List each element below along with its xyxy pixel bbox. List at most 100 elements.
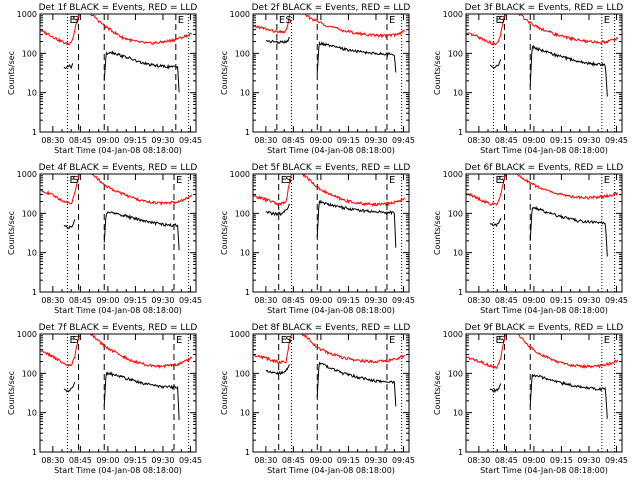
y-tick-label: 1	[32, 288, 37, 297]
marker-label-e-4: E	[604, 15, 610, 26]
plot-area	[40, 334, 193, 452]
x-tick-label: 09:00	[522, 456, 545, 465]
marker-label-s-2: S	[286, 15, 292, 26]
y-tick-label: 1000	[17, 330, 37, 339]
x-tick-label: 09:45	[392, 136, 415, 145]
y-axis-label: Counts/sec	[7, 51, 16, 95]
plot-area	[253, 174, 406, 292]
series-lld-line	[40, 334, 193, 370]
x-axis-label: Start Time (04-Jan-08 08:18:00)	[480, 146, 608, 155]
marker-label-e-4: E	[604, 335, 610, 346]
marker-label-e-1: E	[496, 335, 502, 346]
marker-label-s-2: S	[286, 175, 292, 186]
marker-label-s-2: S	[73, 335, 79, 346]
y-axis-label: Counts/sec	[220, 371, 229, 415]
plot-frame	[39, 333, 197, 453]
x-tick-label: 08:45	[282, 456, 305, 465]
y-tick-label: 1	[32, 128, 37, 137]
x-tick-label: 08:30	[467, 456, 490, 465]
y-tick-label: 1	[458, 128, 463, 137]
chart-title: Det 8f BLACK = Events, RED = LLD	[252, 323, 411, 333]
y-tick-label: 1000	[230, 330, 250, 339]
y-axis-label: Counts/sec	[7, 371, 16, 415]
series-lld-line	[253, 174, 406, 208]
marker-label-s-2: S	[499, 15, 505, 26]
plot-area	[253, 14, 406, 132]
x-tick-label: 09:45	[179, 136, 202, 145]
plot-area	[466, 174, 619, 292]
x-tick-label: 09:45	[392, 456, 415, 465]
y-tick-label: 10	[453, 409, 463, 418]
y-tick-label: 1000	[443, 330, 463, 339]
marker-label-e-1: E	[279, 15, 285, 26]
series-lld-line	[466, 14, 619, 46]
y-tick-label: 1000	[230, 10, 250, 19]
series-events-line-1	[63, 63, 74, 70]
y-tick-label: 100	[235, 369, 250, 378]
x-tick-label: 09:00	[522, 136, 545, 145]
plot-frame	[252, 333, 410, 453]
y-tick-label: 10	[240, 89, 250, 98]
x-tick-label: 08:30	[467, 136, 490, 145]
marker-label-e-4: E	[178, 15, 184, 26]
x-tick-label: 09:30	[577, 136, 600, 145]
series-lld-line	[253, 334, 406, 365]
plot-area	[466, 334, 619, 452]
chart-title: Det 2f BLACK = Events, RED = LLD	[252, 3, 411, 13]
y-tick-label: 100	[235, 209, 250, 218]
x-tick-label: 09:45	[392, 296, 415, 305]
y-tick-label: 1000	[17, 10, 37, 19]
y-axis-label: Counts/sec	[433, 51, 442, 95]
x-tick-label: 09:30	[577, 296, 600, 305]
series-events-line-1	[265, 203, 290, 217]
marker-label-e-4: E	[176, 335, 182, 346]
x-tick-label: 08:45	[282, 136, 305, 145]
plot-area	[40, 14, 193, 132]
y-axis-label: Counts/sec	[220, 211, 229, 255]
x-tick-label: 08:45	[495, 296, 518, 305]
x-tick-label: 09:15	[124, 296, 147, 305]
marker-label-e-4: E	[389, 335, 395, 346]
series-events-line-2	[316, 40, 397, 74]
x-tick-label: 08:30	[41, 456, 64, 465]
x-tick-label: 08:45	[69, 296, 92, 305]
y-tick-label: 1	[458, 288, 463, 297]
x-tick-label: 09:30	[364, 456, 387, 465]
x-tick-label: 09:00	[96, 456, 119, 465]
plot-frame	[252, 13, 410, 133]
y-axis-label: Counts/sec	[433, 371, 442, 415]
x-tick-label: 09:00	[96, 136, 119, 145]
series-events-line-2	[103, 211, 180, 251]
y-tick-label: 1000	[443, 10, 463, 19]
x-tick-label: 08:30	[254, 456, 277, 465]
plot-frame	[465, 333, 623, 453]
marker-label-s-2: S	[499, 335, 505, 346]
x-tick-label: 09:15	[337, 136, 360, 145]
plot-frame	[39, 173, 197, 293]
x-tick-label: 09:00	[309, 136, 332, 145]
series-events-line-1	[265, 36, 290, 45]
x-tick-label: 09:00	[522, 296, 545, 305]
series-events-line-1	[489, 217, 502, 228]
chart-title: Det 6f BLACK = Events, RED = LLD	[465, 163, 624, 173]
series-events-line-1	[265, 364, 290, 376]
x-tick-label: 09:30	[364, 296, 387, 305]
x-tick-label: 09:45	[605, 136, 628, 145]
marker-label-e-4: E	[604, 175, 610, 186]
plot-frame	[252, 173, 410, 293]
marker-label-s-2: S	[499, 175, 505, 186]
series-lld-line	[40, 14, 193, 46]
y-tick-label: 10	[27, 89, 37, 98]
x-tick-label: 08:45	[69, 136, 92, 145]
x-tick-label: 08:45	[282, 296, 305, 305]
marker-label-s-2: S	[73, 15, 79, 26]
y-tick-label: 1	[245, 448, 250, 457]
series-lld-line	[466, 334, 619, 370]
series-events-line-1	[489, 383, 502, 394]
chart-title: Det 5f BLACK = Events, RED = LLD	[252, 163, 411, 173]
y-tick-label: 100	[22, 369, 37, 378]
y-tick-label: 100	[448, 49, 463, 58]
